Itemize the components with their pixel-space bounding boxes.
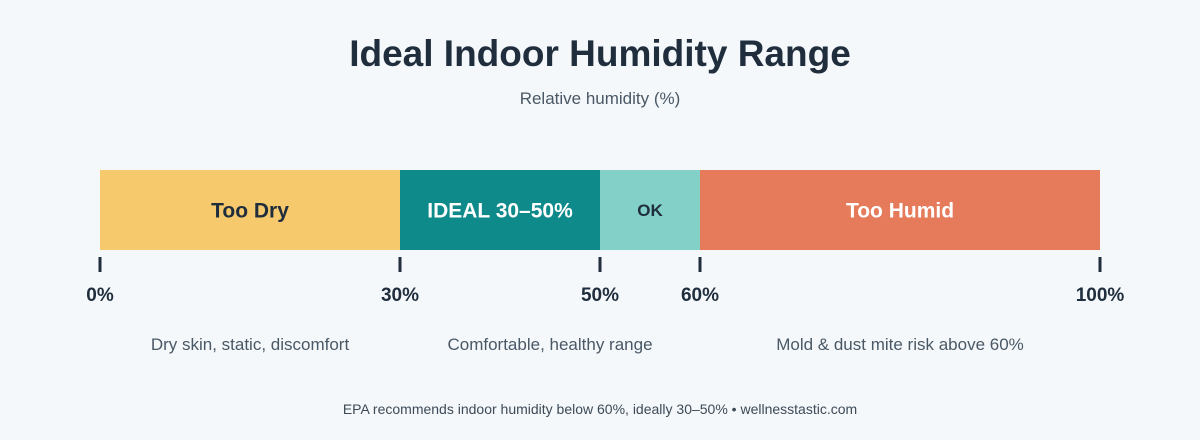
annotations-layer: Dry skin, static, discomfort Comfortable,… [151, 335, 1024, 354]
tick-label-0: 0% [86, 285, 114, 306]
annotation-2: Comfortable, healthy range [447, 335, 652, 354]
tick-label-30: 30% [381, 285, 419, 306]
segment-label-2: IDEAL 30–50% [427, 200, 573, 223]
segment-bar-3 [600, 170, 700, 250]
segments-layer: Too Dry IDEAL 30–50% OK Too Humid [100, 170, 1100, 250]
ticks-layer: 0% 30% 50% 60% 100% [86, 257, 1124, 306]
segment-bar-4 [700, 170, 1100, 250]
segment-bar-2 [400, 170, 600, 250]
annotation-3: Mold & dust mite risk above 60% [776, 335, 1024, 354]
segment-label-3: OK [637, 201, 663, 220]
footer-note: EPA recommends indoor humidity below 60%… [342, 401, 858, 417]
chart-title: Ideal Indoor Humidity Range [349, 33, 851, 74]
chart-subtitle: Relative humidity (%) [519, 89, 681, 108]
tick-label-100: 100% [1076, 285, 1125, 306]
tick-label-50: 50% [581, 285, 619, 306]
segment-label-4: Too Humid [846, 200, 954, 223]
tick-label-60: 60% [681, 285, 719, 306]
segment-label-1: Too Dry [211, 200, 289, 223]
annotation-1: Dry skin, static, discomfort [151, 335, 350, 354]
segment-bar-1 [100, 170, 400, 250]
